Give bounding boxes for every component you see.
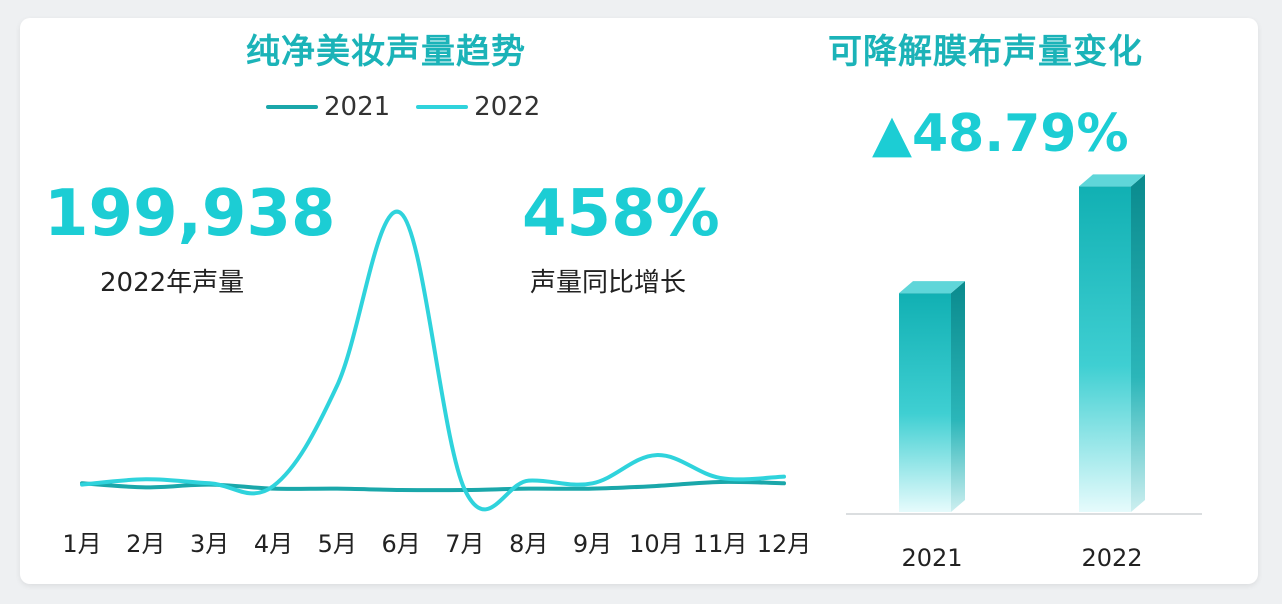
legend-item-2021: 2021 — [266, 92, 390, 122]
x-tick-label: 3月 — [190, 530, 229, 558]
legend-label-2022: 2022 — [474, 92, 541, 122]
x-tick-label: 9月 — [573, 530, 612, 558]
x-tick-label: 5月 — [318, 530, 357, 558]
yoy-growth-value: 458% — [522, 177, 720, 251]
legend-swatch-2021 — [266, 105, 318, 109]
x-tick-label: 8月 — [509, 530, 548, 558]
bar-side — [951, 281, 965, 512]
bar-side — [1131, 174, 1145, 512]
line-series-2022 — [80, 209, 786, 512]
line-series-2021 — [80, 479, 786, 493]
legend-label-2021: 2021 — [324, 92, 391, 122]
total-volume-label: 2022年声量 — [100, 268, 245, 298]
x-tick-label: 4月 — [254, 530, 293, 558]
legend-swatch-2022 — [416, 105, 469, 109]
legend-item-2022: 2022 — [416, 92, 540, 122]
bar-top — [899, 281, 965, 294]
dashboard-card — [20, 18, 1258, 584]
x-tick-label: 7月 — [445, 530, 484, 558]
bar-front — [899, 293, 951, 512]
bar-2022 — [1079, 174, 1145, 512]
bar-2021 — [899, 281, 965, 512]
bar-category-label: 2022 — [1081, 544, 1142, 572]
yoy-growth-label: 声量同比增长 — [530, 268, 687, 298]
x-tick-label: 6月 — [381, 530, 420, 558]
x-tick-label: 12月 — [757, 530, 812, 558]
x-tick-label: 11月 — [693, 530, 748, 558]
total-volume-value: 199,938 — [44, 177, 336, 251]
change-chart-title: 可降解膜布声量变化 — [828, 32, 1143, 72]
bar-category-label: 2021 — [901, 544, 962, 572]
bar-top — [1079, 174, 1145, 187]
change-percent-value: ▲48.79% — [872, 104, 1129, 164]
x-tick-label: 10月 — [629, 530, 684, 558]
bar-front — [1079, 186, 1131, 512]
x-tick-label: 2月 — [126, 530, 165, 558]
x-tick-label: 1月 — [62, 530, 101, 558]
trend-legend: 2021 2022 — [266, 92, 540, 122]
trend-chart-title: 纯净美妆声量趋势 — [246, 32, 526, 72]
